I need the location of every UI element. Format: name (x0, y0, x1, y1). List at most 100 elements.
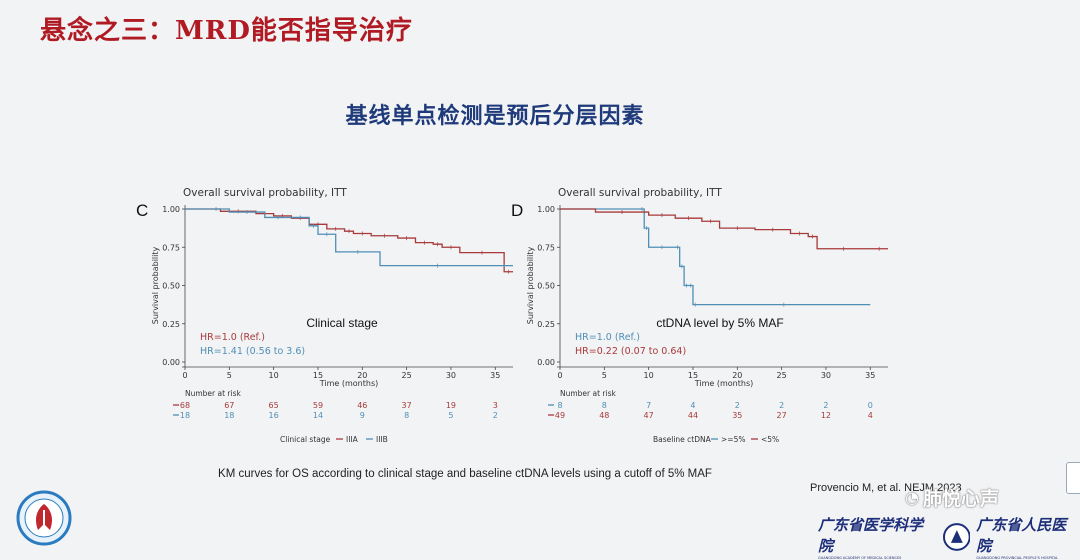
hospital-logo (16, 490, 72, 546)
x-tick-label: 10 (269, 371, 279, 380)
x-tick-label: 25 (402, 371, 412, 380)
chart-title: Overall survival probability, ITT (183, 187, 347, 199)
slide-subtitle: 基线单点检测是预后分层因素 (345, 103, 645, 129)
slide-title: 悬念之三：MRD能否指导治疗 (40, 16, 413, 46)
risk-count: 35 (732, 411, 742, 420)
risk-table-title: Number at risk (560, 389, 617, 398)
risk-count: 68 (180, 401, 190, 410)
y-axis-title: Survival probability (526, 246, 535, 324)
x-tick-label: 5 (602, 371, 607, 380)
watermark: ◔ 肺悦心声 (905, 484, 999, 511)
risk-count: 27 (777, 411, 787, 420)
side-tab-handle[interactable] (1066, 462, 1080, 494)
x-tick-label: 5 (227, 371, 232, 380)
risk-count: 18 (180, 411, 190, 420)
km-chart-c-svg: Overall survival probability, ITT C 0.00 0.… (136, 187, 513, 444)
x-tick-label: 15 (688, 371, 698, 380)
risk-count: 18 (224, 411, 234, 420)
risk-count: 4 (868, 411, 873, 420)
risk-count: 9 (360, 411, 365, 420)
risk-count: 8 (602, 401, 607, 410)
y-tick-label: 0.00 (537, 358, 555, 367)
x-tick-label: 30 (446, 371, 456, 380)
panel-letter: C (136, 201, 148, 220)
survival-curve-1 (560, 208, 888, 250)
hr-label-1: HR=0.22 (0.07 to 0.64) (575, 346, 686, 357)
legend-title: Clinical stage (280, 435, 331, 444)
survival-curve-1 (185, 208, 513, 267)
y-tick-label: 0.50 (537, 282, 555, 291)
chart-annotation: ctDNA level by 5% MAF (656, 316, 783, 330)
x-tick-label: 20 (732, 371, 742, 380)
y-tick-label: 0.00 (162, 358, 180, 367)
risk-count: 37 (402, 401, 412, 410)
institution-left-en: GUANGDONG ACADEMY OF MEDICAL SCIENCES (818, 556, 902, 560)
x-axis-title: Time (months) (694, 379, 754, 388)
panel-letter: D (511, 201, 523, 220)
institution-emblem-icon (942, 523, 971, 551)
x-tick-label: 35 (865, 371, 875, 380)
x-tick-label: 35 (490, 371, 500, 380)
chart-title: Overall survival probability, ITT (558, 187, 722, 199)
y-tick-label: 0.50 (162, 282, 180, 291)
risk-count: 2 (823, 401, 828, 410)
x-tick-label: 15 (313, 371, 323, 380)
risk-count: 2 (493, 411, 498, 420)
y-tick-label: 0.75 (537, 243, 555, 252)
x-tick-label: 30 (821, 371, 831, 380)
chart-annotation: Clinical stage (306, 316, 378, 330)
risk-count: 12 (821, 411, 831, 420)
risk-count: 46 (357, 401, 367, 410)
risk-count: 0 (868, 401, 873, 410)
chart-legend: Baseline ctDNA >=5% <5% (653, 435, 779, 444)
risk-count: 49 (555, 411, 565, 420)
legend-item-label: IIIA (346, 435, 359, 444)
y-axis-title: Survival probability (151, 246, 160, 324)
risk-count: 65 (269, 401, 279, 410)
risk-count: 7 (646, 401, 651, 410)
hr-label-0: HR=1.0 (Ref.) (200, 332, 265, 343)
wechat-icon: ◔ (905, 488, 919, 507)
x-tick-label: 0 (182, 371, 187, 380)
legend-item-label: <5% (761, 435, 779, 444)
institution-right-en: GUANGDONG PROVINCIAL PEOPLE'S HOSPITAL (976, 556, 1058, 560)
risk-count: 47 (644, 411, 654, 420)
km-chart-panel-d: Overall survival probability, ITT D 0.00 0.… (511, 180, 895, 450)
hr-label-1: HR=1.41 (0.56 to 3.6) (200, 346, 305, 357)
legend-item-label: IIIB (376, 435, 388, 444)
y-tick-label: 1.00 (537, 205, 555, 214)
chart-legend: Clinical stage IIIA IIIB (280, 435, 388, 444)
watermark-text: 肺悦心声 (922, 488, 999, 510)
risk-count: 3 (493, 401, 498, 410)
risk-count: 19 (446, 401, 456, 410)
x-tick-label: 0 (557, 371, 562, 380)
risk-count: 2 (779, 401, 784, 410)
hr-label-0: HR=1.0 (Ref.) (575, 332, 640, 343)
risk-count: 8 (557, 401, 562, 410)
y-tick-label: 0.25 (537, 320, 555, 329)
risk-count: 8 (404, 411, 409, 420)
risk-count: 48 (599, 411, 609, 420)
y-tick-label: 0.75 (162, 243, 180, 252)
x-tick-label: 20 (357, 371, 367, 380)
y-tick-label: 1.00 (162, 205, 180, 214)
citation: Provencio M, et al. NEJM 2023 (810, 482, 962, 494)
risk-table-title: Number at risk (185, 389, 242, 398)
risk-count: 14 (313, 411, 323, 420)
institution-footer: 广东省医学科学院 GUANGDONG ACADEMY OF MEDICAL SC… (818, 514, 1080, 560)
risk-count: 16 (269, 411, 279, 420)
risk-count: 2 (735, 401, 740, 410)
risk-count: 5 (448, 411, 453, 420)
risk-count: 44 (688, 411, 698, 420)
x-axis-title: Time (months) (319, 379, 379, 388)
legend-title: Baseline ctDNA (653, 435, 712, 444)
legend-item-label: >=5% (721, 435, 745, 444)
risk-count: 4 (690, 401, 695, 410)
figure-caption: KM curves for OS according to clinical s… (218, 468, 712, 480)
x-tick-label: 25 (777, 371, 787, 380)
km-chart-panel-c: Overall survival probability, ITT C 0.00 0.… (136, 180, 520, 450)
risk-count: 67 (224, 401, 234, 410)
survival-curve-0 (185, 208, 513, 273)
km-chart-d-svg: Overall survival probability, ITT D 0.00 0.… (511, 187, 888, 444)
x-tick-label: 10 (644, 371, 654, 380)
